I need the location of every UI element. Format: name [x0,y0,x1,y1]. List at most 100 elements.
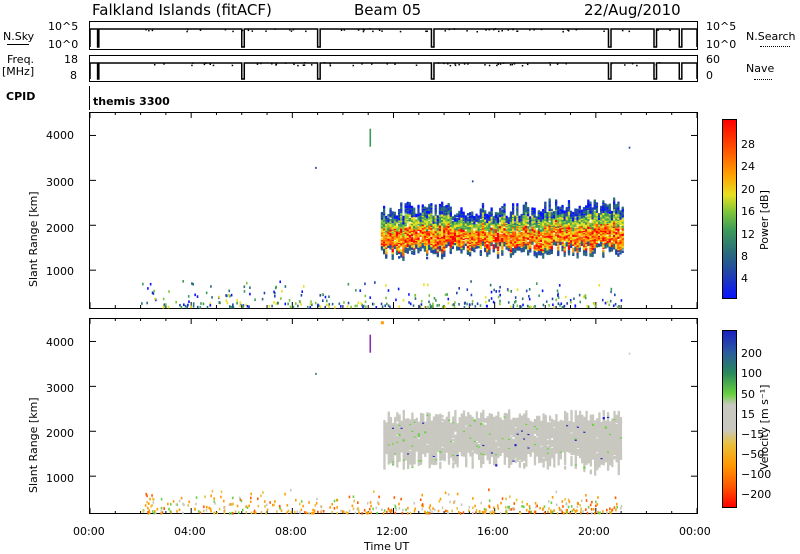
power-cell [557,243,560,246]
power-cell [456,243,459,247]
power-cell [593,247,596,251]
power-scatter [338,302,341,306]
power-cell [458,237,461,241]
power-scatter [218,295,220,299]
velocity-colorbar [722,330,737,508]
power-cell [613,212,616,215]
power-cell [436,236,439,240]
strip-dot [603,30,605,33]
power-cell [419,232,422,236]
power-cell [539,229,543,232]
power-cell [462,245,465,248]
power-cell [567,220,571,223]
xtick-1200: 12:00 [376,525,408,538]
power-cell [548,245,551,249]
power-cell [423,224,427,227]
power-scatter [385,284,387,287]
power-scatter [530,305,532,309]
power-scatter [300,293,303,297]
power-cell [443,241,446,245]
power-cell [619,222,622,226]
power-cell [621,235,624,239]
power-scatter [239,301,242,305]
power-ytick-2000: 2000 [46,222,74,235]
velocity-cell [430,446,433,449]
power-cell [610,227,614,231]
strip-dot [447,63,449,65]
power-cell [582,207,586,210]
power-scatter [535,282,538,285]
strip-dot [297,64,299,67]
velocity-cell [387,424,390,428]
power-scatter [206,305,209,309]
velocity-cell [415,417,418,421]
power-scatter [429,303,432,307]
power-cell [595,207,599,211]
power-cell [434,204,437,208]
power-scatter [192,302,195,305]
power-cell [527,206,530,210]
power-cell [606,212,609,216]
power-scatter [601,298,604,302]
velocity-cell [394,416,397,420]
power-cell [503,237,506,240]
power-cell [580,228,583,232]
power-cell [428,238,431,242]
power-cell [387,227,390,231]
power-cell [520,213,523,217]
power-scatter [154,298,157,302]
power-cell [527,215,530,219]
power-cell [423,228,427,232]
power-cell [466,218,470,222]
xtick-0000: 00:00 [73,525,105,538]
power-cell [475,213,478,217]
power-cell [554,243,558,246]
power-scatter [507,289,510,292]
power-cell [385,215,388,219]
power-scatter [226,301,229,305]
power-cell [542,245,545,249]
velocity-cell [407,435,410,438]
power-cb-tick-28: 28 [741,138,755,151]
power-cell [531,228,534,232]
power-scatter [606,300,609,304]
power-scatter [288,299,291,302]
power-scatter [468,303,471,306]
power-cell [597,217,601,221]
power-cell [572,230,575,234]
power-cell [539,211,543,214]
power-cell [453,225,457,229]
power-cell [539,242,543,246]
power-scatter [466,288,469,291]
strip-dot [562,30,564,33]
strip-dot [655,64,658,66]
power-cell [597,213,601,216]
power-scatter [486,304,488,308]
power-cell [406,201,409,205]
power-cell [582,222,586,226]
freq-unit: [MHz] [2,65,35,78]
power-cell [496,232,500,236]
power-scatter [163,303,166,307]
power-cell [400,255,403,258]
power-cell [548,198,551,202]
power-cell [441,228,444,232]
power-scatter [463,306,466,309]
strip-dot [529,29,531,31]
velocity-cell [430,450,433,454]
strip-dot [444,30,447,32]
power-cell [383,209,386,212]
power-cell [468,212,472,215]
power-cell [563,229,566,233]
power-cell [380,237,384,241]
power-cell [443,235,446,238]
power-scatter [317,303,319,307]
velocity-cell [391,444,395,447]
power-cell [423,212,427,215]
power-cell [383,205,386,209]
power-cell [447,221,450,224]
power-cell [408,223,412,227]
power-scatter [584,295,586,298]
power-scatter [557,294,559,297]
